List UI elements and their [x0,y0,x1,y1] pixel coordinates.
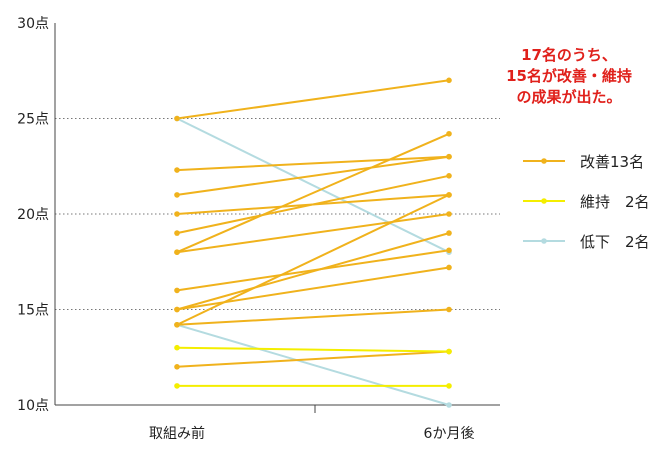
data-point-improved [174,249,180,255]
summary-note: 17名のうち、 15名が改善・維持の成果が出た。 [506,46,632,106]
series-line-improved [176,79,450,120]
series-line-improved [176,193,450,326]
data-point-maintained [174,383,180,389]
y-tick-label: 15点 [17,303,49,319]
series-points [174,77,452,408]
series-line-declined [176,323,450,406]
series-line-improved [176,350,450,368]
data-point-improved [174,211,180,217]
legend-label-declined: 低下 2名 [580,233,650,251]
summary-note-line: の成果が出た。 [516,88,621,106]
x-tick-label: 6か月後 [424,426,475,442]
data-point-improved [446,230,452,236]
series-line-improved [176,213,450,254]
data-point-improved [174,192,180,198]
data-point-improved [174,115,180,122]
data-point-maintained [174,344,180,351]
series-line-improved [176,155,450,172]
series-line-improved [176,308,450,326]
legend-marker-declined [541,238,547,244]
data-point-improved [446,173,452,179]
legend-marker-improved [541,158,547,164]
y-tick-label: 10点 [17,398,49,414]
series-line-improved [176,155,450,196]
data-point-improved [174,364,180,370]
legend-label-maintained: 維持 2名 [580,193,650,211]
x-tick-label: 取組み前 [149,425,205,442]
legend-label-improved: 改善13名 [580,153,644,171]
data-point-improved [446,130,452,137]
y-tick-label: 25点 [17,112,49,128]
series-line-declined [176,117,450,254]
data-point-improved [174,230,180,236]
data-point-improved [174,306,180,313]
data-point-improved [446,153,452,160]
legend-marker-maintained [541,198,547,204]
y-tick-label: 30点 [17,16,49,32]
data-point-improved [446,247,452,254]
data-point-improved [446,211,452,217]
x-tick-labels: 取組み前 6か月後 [149,405,474,442]
data-point-improved [446,264,452,271]
data-point-maintained [446,348,452,355]
series-line-improved [176,266,450,311]
series-line-improved [176,174,450,235]
series-lines [176,79,450,406]
data-point-improved [174,287,180,294]
data-point-maintained [446,383,452,389]
data-point-improved [446,77,452,84]
summary-note-line: 17名のうち、 [521,46,617,64]
data-point-improved [446,306,452,313]
series-line-improved [176,232,450,311]
data-point-improved [174,167,180,173]
series-line-maintained [176,346,450,353]
data-point-declined [446,402,452,408]
series-line-improved [176,132,450,254]
y-tick-label: 20点 [17,207,49,223]
y-tick-labels: 10点 15点 20点 25点 30点 [17,16,49,414]
data-point-improved [446,192,452,198]
data-point-improved [174,321,180,328]
summary-note-line: 15名が改善・維持 [506,67,632,85]
